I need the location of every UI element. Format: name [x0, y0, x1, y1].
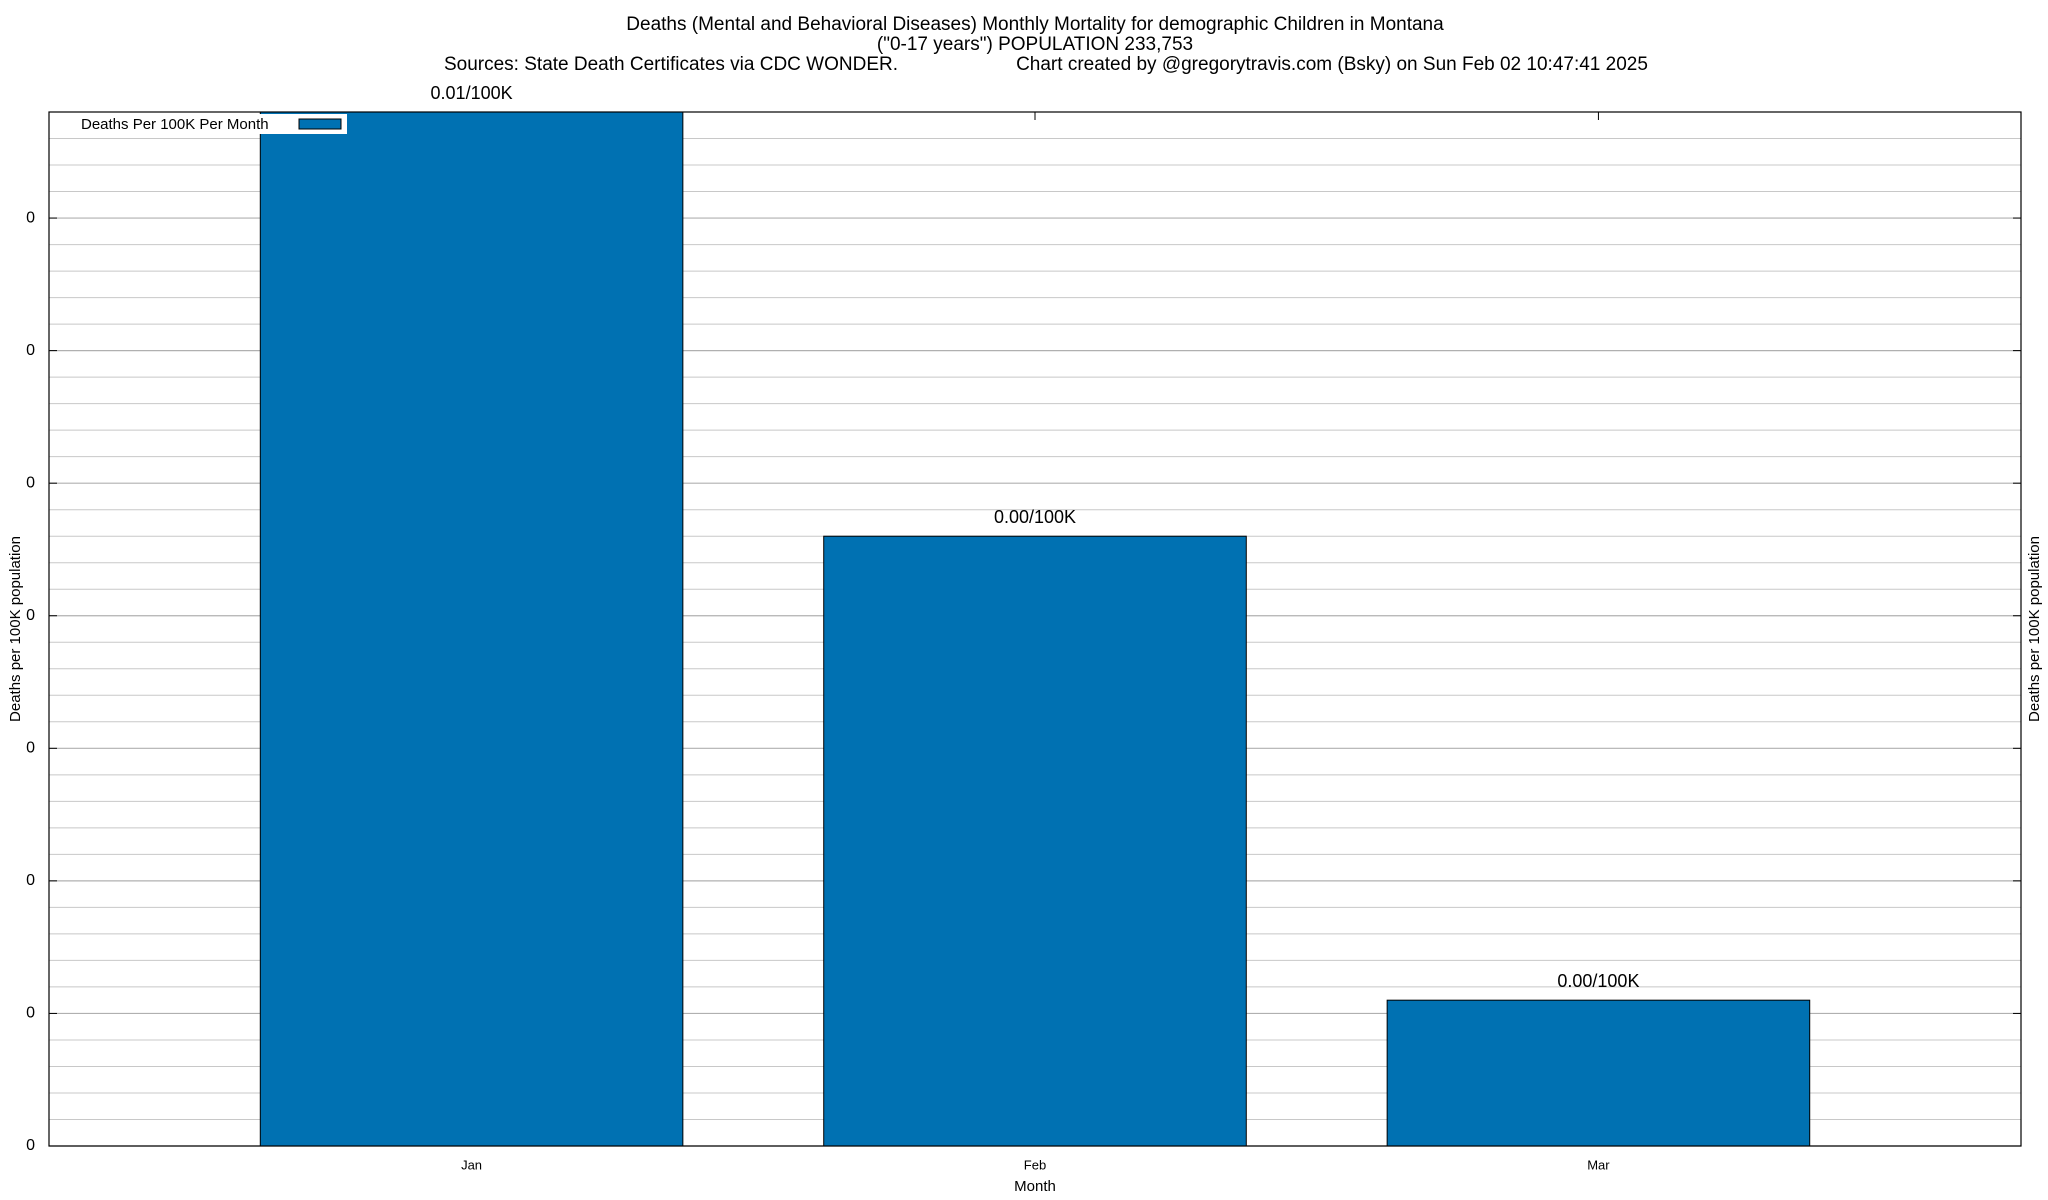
y-tick-label: 0: [26, 1137, 35, 1154]
value-label: 0.00/100K: [994, 507, 1076, 527]
bar: [1386, 999, 1811, 1147]
x-tick-label: Mar: [1587, 1157, 1610, 1172]
y-tick-label: 0: [26, 607, 35, 624]
chart-subtitle: ("0-17 years") POPULATION 233,753: [877, 34, 1193, 55]
sources: Sources: State Death Certificates via CD…: [444, 54, 898, 75]
y-axis-label: Deaths per 100K population: [7, 536, 24, 722]
y-tick-label: 0: [26, 1005, 35, 1022]
x-tick-label: Jan: [461, 1157, 482, 1172]
credit: Chart created by @gregorytravis.com (Bsk…: [1016, 54, 1648, 75]
x-axis-label: Month: [1014, 1178, 1056, 1195]
plot-frame: [48, 111, 2022, 1147]
x-tick-label: Feb: [1024, 1157, 1046, 1172]
value-label: 0.00/100K: [1557, 971, 1639, 991]
bar: [259, 111, 684, 1147]
y-tick-label: 0: [26, 872, 35, 889]
legend-label: Deaths Per 100K Per Month: [81, 116, 269, 133]
bar: [823, 535, 1247, 1147]
y-tick-label: 0: [26, 474, 35, 491]
y-tick-label: 0: [26, 740, 35, 757]
legend-swatch: [298, 118, 342, 130]
y2-axis-label: Deaths per 100K population: [2026, 536, 2043, 722]
legend-box: [57, 114, 347, 134]
chart-title: Deaths (Mental and Behavioral Diseases) …: [626, 14, 1444, 35]
y-tick-label: 0: [26, 342, 35, 359]
y-tick-label: 0: [26, 209, 35, 226]
value-label: 0.01/100K: [431, 83, 513, 103]
